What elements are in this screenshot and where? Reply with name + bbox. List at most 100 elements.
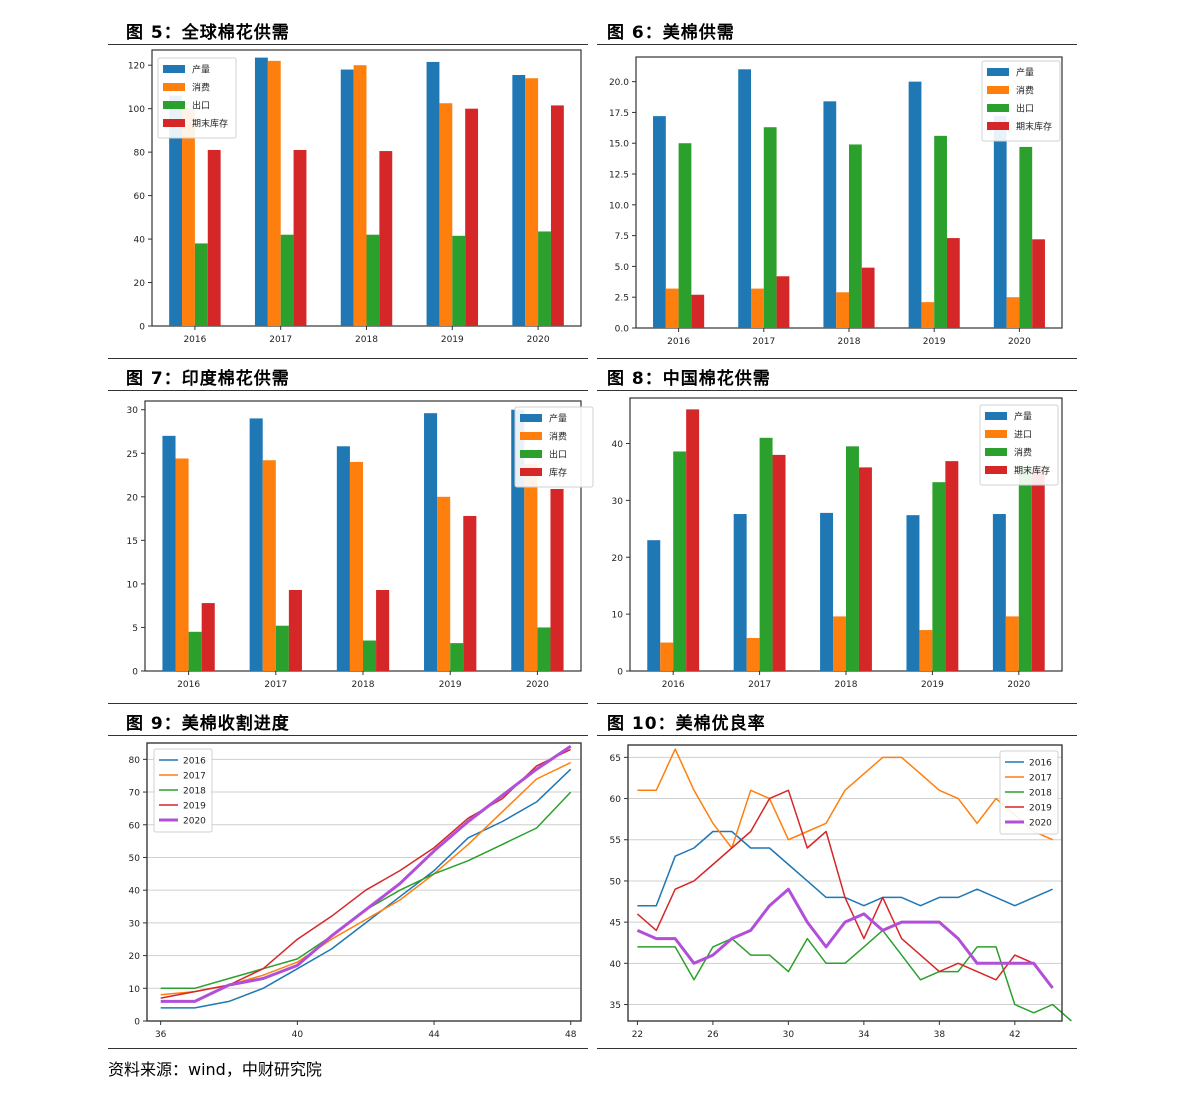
legend-label: 消费 <box>549 431 567 443</box>
y-tick-label: 15 <box>127 537 138 547</box>
bar <box>776 276 790 328</box>
bar <box>524 463 538 671</box>
bar <box>188 631 202 671</box>
y-tick-label: 25 <box>127 450 138 460</box>
bar <box>763 127 777 328</box>
bar <box>772 454 786 671</box>
bar <box>288 590 302 671</box>
bar <box>823 101 837 328</box>
y-tick-label: 50 <box>610 877 622 887</box>
y-tick-label: 40 <box>612 440 624 450</box>
y-tick-label: 0.0 <box>615 325 630 335</box>
legend-label: 出口 <box>1016 103 1034 115</box>
y-tick-label: 120 <box>128 62 145 72</box>
bar <box>194 243 208 326</box>
x-tick-label: 2016 <box>667 337 690 347</box>
bar <box>833 616 846 671</box>
bar <box>691 294 705 328</box>
y-tick-label: 12.5 <box>609 171 629 181</box>
x-tick-label: 2018 <box>838 337 861 347</box>
legend-label: 产量 <box>1016 67 1034 79</box>
legend-swatch <box>520 432 542 440</box>
title-rule <box>597 390 1077 391</box>
legend-label: 期末库存 <box>1014 465 1050 477</box>
bar <box>820 512 834 671</box>
bar <box>673 451 687 671</box>
legend-label: 出口 <box>192 100 210 112</box>
bar <box>861 267 875 328</box>
legend-label: 2019 <box>1029 804 1052 814</box>
y-tick-label: 20 <box>134 279 146 289</box>
x-tick-label: 40 <box>292 1030 304 1040</box>
y-tick-label: 40 <box>129 887 141 897</box>
y-tick-label: 30 <box>612 497 624 507</box>
y-tick-label: 15.0 <box>609 140 629 150</box>
chart-title-india-cotton: 图 7：印度棉花供需 <box>126 369 290 389</box>
legend-label: 产量 <box>1014 411 1032 423</box>
chart-title-global-cotton: 图 5：全球棉花供需 <box>126 23 290 43</box>
bar <box>353 65 367 327</box>
bar <box>336 446 350 671</box>
series-line <box>636 887 1054 989</box>
plot-frame-edge <box>627 744 1063 1022</box>
title-rule <box>597 44 1077 45</box>
y-tick-label: 60 <box>129 821 141 831</box>
chart-title-us-harvest-progress: 图 9：美棉收割进度 <box>126 714 290 734</box>
bar <box>463 515 477 671</box>
legend-swatch <box>985 412 1007 420</box>
x-tick-label: 36 <box>155 1030 167 1040</box>
section-rule <box>108 703 588 704</box>
bar <box>512 74 526 326</box>
bar <box>678 143 692 328</box>
x-tick-label: 22 <box>632 1030 643 1040</box>
bar <box>919 630 933 671</box>
x-tick-label: 30 <box>783 1030 795 1040</box>
legend-label: 产量 <box>192 64 210 76</box>
x-tick-label: 2016 <box>662 680 685 690</box>
bar <box>993 116 1007 328</box>
bar <box>267 60 281 326</box>
bar <box>426 61 440 326</box>
bar <box>366 234 380 326</box>
bar <box>1006 297 1020 328</box>
y-tick-label: 55 <box>610 836 621 846</box>
bar <box>934 135 947 328</box>
legend-box <box>157 57 237 139</box>
x-tick-label: 2020 <box>526 680 549 690</box>
bar <box>932 482 946 671</box>
legend-label: 消费 <box>192 82 210 94</box>
y-tick-label: 10 <box>127 580 139 590</box>
legend-swatch <box>987 68 1009 76</box>
x-tick-label: 2020 <box>527 335 550 345</box>
legend-label: 出口 <box>549 449 567 461</box>
x-tick-label: 2019 <box>439 680 462 690</box>
y-tick-label: 50 <box>129 854 141 864</box>
y-tick-label: 60 <box>610 795 622 805</box>
x-tick-label: 2017 <box>269 335 292 345</box>
legend-label: 库存 <box>549 467 567 479</box>
legend-box <box>514 406 594 488</box>
bar <box>946 238 960 328</box>
bar <box>653 116 666 328</box>
bar <box>1005 616 1019 671</box>
legend-label: 进口 <box>1014 430 1032 441</box>
bar <box>452 235 466 326</box>
bar <box>363 640 377 671</box>
series-line <box>637 748 1053 849</box>
legend-label: 2019 <box>183 802 206 812</box>
bar <box>182 108 195 327</box>
y-tick-label: 17.5 <box>609 109 629 119</box>
x-tick-label: 44 <box>428 1030 440 1040</box>
bar <box>1031 469 1045 671</box>
bar <box>908 81 922 329</box>
y-tick-label: 0 <box>139 323 145 333</box>
legend-swatch <box>520 414 542 422</box>
legend-label: 消费 <box>1014 447 1032 459</box>
title-rule <box>108 735 588 736</box>
y-tick-label: 0 <box>617 668 623 678</box>
legend-label: 2020 <box>183 817 206 827</box>
bar <box>921 302 935 328</box>
